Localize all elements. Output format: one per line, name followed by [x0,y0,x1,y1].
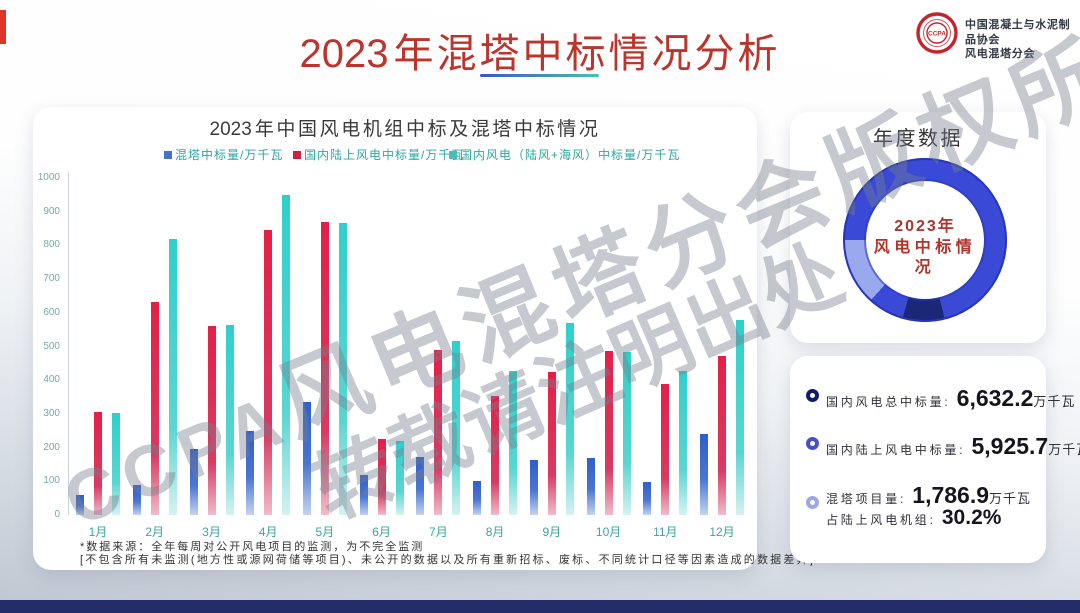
svg-text:CCPA: CCPA [928,31,946,38]
